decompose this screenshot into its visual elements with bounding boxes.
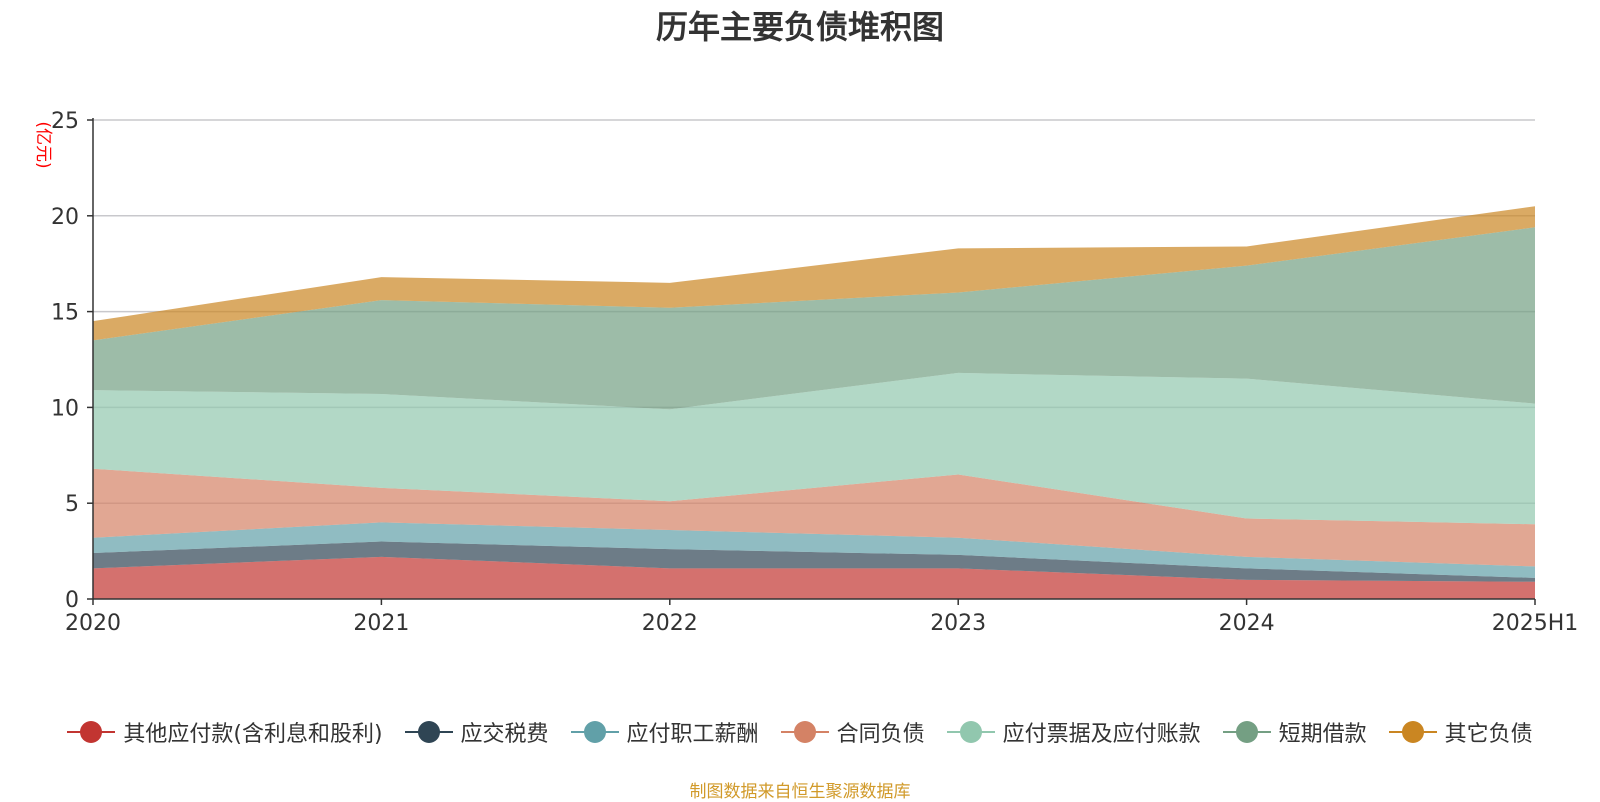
x-tick-label: 2024 <box>1219 611 1275 636</box>
legend-marker-icon <box>404 720 453 744</box>
legend-item-2[interactable]: 应交税费 <box>404 716 549 748</box>
x-tick-label: 2022 <box>642 611 698 636</box>
area-series-4 <box>93 468 1535 567</box>
chart-title: 历年主要负债堆积图 <box>655 8 944 46</box>
y-tick-label: 15 <box>51 301 79 326</box>
legend-item-6[interactable]: 短期借款 <box>1222 716 1367 748</box>
legend-label: 应付票据及应付账款 <box>1002 722 1201 747</box>
legend-marker-icon <box>780 720 829 744</box>
area-series-5 <box>93 372 1535 525</box>
x-tick-label: 2021 <box>353 611 409 636</box>
legend-label: 合同负债 <box>836 722 925 747</box>
legend-marker-icon <box>1222 720 1271 744</box>
legend-label: 其它负债 <box>1444 722 1533 747</box>
x-tick-label: 2025H1 <box>1492 611 1579 636</box>
y-tick-label: 10 <box>51 396 79 421</box>
legend-marker-icon <box>946 720 995 744</box>
legend-label: 应交税费 <box>460 722 549 747</box>
area-series-1 <box>93 556 1535 599</box>
legend: 其他应付款(含利息和股利) 应交税费 应付职工薪酬 合同负债 应付票据及应付账款 短期借款… <box>0 716 1600 748</box>
stacked-area-chart: 0 5 10 15 20 25 2020 2021 2022 2023 2024 2025H1 (亿元… <box>33 109 1578 636</box>
axes: 0 5 10 15 20 25 2020 2021 2022 2023 2024 2025H1 <box>51 109 1578 636</box>
legend-item-7[interactable]: 其它负债 <box>1388 716 1533 748</box>
legend-item-3[interactable]: 应付职工薪酬 <box>570 716 759 748</box>
legend-label: 应付职工薪酬 <box>626 722 759 747</box>
y-tick-label: 20 <box>51 205 79 230</box>
area-series <box>93 206 1535 599</box>
legend-marker-icon <box>67 720 116 744</box>
legend-item-5[interactable]: 应付票据及应付账款 <box>946 716 1201 748</box>
data-source-note: 制图数据来自恒生聚源数据库 <box>689 782 911 802</box>
area-series-2 <box>93 541 1535 582</box>
legend-item-1[interactable]: 其他应付款(含利息和股利) <box>67 716 383 748</box>
area-series-3 <box>93 522 1535 578</box>
legend-marker-icon <box>570 720 619 744</box>
y-axis-unit-label: (亿元) <box>33 121 53 168</box>
legend-label: 短期借款 <box>1278 722 1367 747</box>
y-tick-label: 25 <box>51 109 79 134</box>
y-tick-label: 5 <box>65 492 79 517</box>
x-tick-label: 2020 <box>65 611 121 636</box>
legend-item-4[interactable]: 合同负债 <box>780 716 925 748</box>
area-series-7 <box>93 206 1535 341</box>
legend-label: 其他应付款(含利息和股利) <box>123 722 383 747</box>
y-tick-label: 0 <box>65 588 79 613</box>
legend-marker-icon <box>1388 720 1437 744</box>
x-tick-label: 2023 <box>930 611 986 636</box>
area-series-6 <box>93 227 1535 410</box>
